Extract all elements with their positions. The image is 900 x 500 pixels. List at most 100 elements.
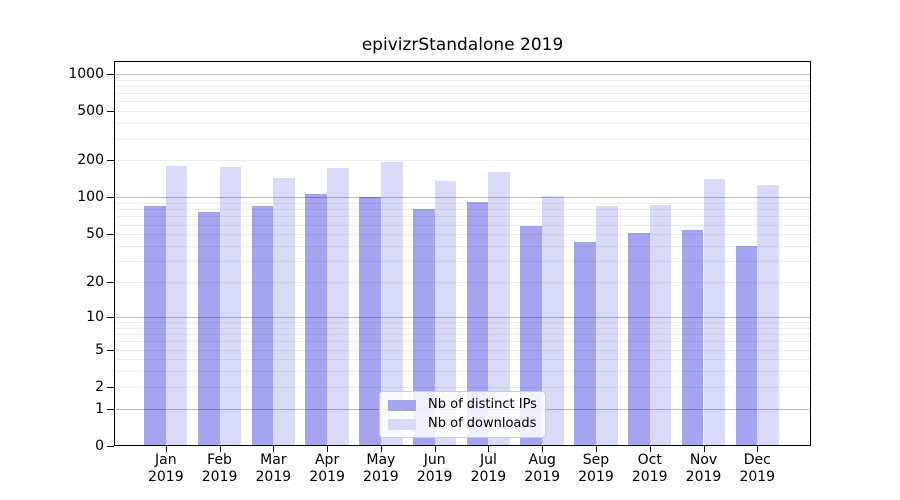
bar-distinct-ips [144,206,166,445]
y-tick-label: 1000 [68,66,104,82]
y-tick-mark [107,282,114,283]
bar-distinct-ips [520,225,543,445]
bar-distinct-ips [412,208,435,445]
minor-gridline [115,371,810,372]
x-tick-month: Sep [582,452,610,468]
x-tick-month: Dec [743,452,771,468]
legend-item: Nb of downloads [388,417,537,431]
x-tick-month: Oct [637,452,662,468]
x-tick-mark [596,446,597,452]
minor-gridline [115,209,810,210]
x-tick-label: Mar 2019 [246,452,300,486]
bar-distinct-ips [305,193,328,445]
x-tick-mark [757,446,758,452]
x-tick-label: Jun 2019 [408,452,462,486]
x-tick-month: Feb [207,452,232,468]
y-tick-label: 2 [95,379,104,395]
legend: Nb of distinct IPs Nb of downloads [379,391,546,438]
x-tick-mark [327,446,328,452]
minor-gridline [115,246,810,247]
x-tick-mark [381,446,382,452]
minor-gridline [115,80,810,81]
y-tick-label: 20 [86,274,104,290]
bar-downloads [434,181,457,445]
chart-title: epivizrStandalone 2019 [361,35,564,55]
minor-gridline [115,216,810,217]
major-gridline [115,74,810,75]
bar-downloads [165,165,188,445]
x-tick-year: 2019 [416,469,453,485]
minor-gridline [115,123,810,124]
plot-area [114,61,811,446]
x-tick-year: 2019 [147,469,184,485]
x-tick-mark [704,446,705,452]
bar-downloads [595,206,618,445]
x-tick-mark [166,446,167,452]
major-gridline [115,317,810,318]
x-tick-label: Feb 2019 [193,452,247,486]
x-tick-month: May [366,452,396,468]
legend-label: Nb of distinct IPs [428,397,537,412]
y-tick-mark [107,197,114,198]
x-tick-year: 2019 [255,469,292,485]
x-tick-year: 2019 [363,469,399,485]
x-tick-year: 2019 [201,469,238,485]
x-tick-year: 2019 [739,469,776,485]
bars-layer [115,62,810,445]
y-tick-label: 0 [95,438,104,454]
bar-downloads [380,161,403,445]
minor-gridline [115,322,810,323]
y-tick-mark [107,350,114,351]
bar-downloads [649,204,672,445]
y-tick-mark [107,160,114,161]
x-tick-mark [273,446,274,452]
bar-distinct-ips [681,230,704,445]
bar-distinct-ips [466,201,489,445]
x-tick-mark [488,446,489,452]
major-gridline [115,197,810,198]
minor-gridline [115,225,810,226]
x-tick-year: 2019 [470,469,507,485]
x-tick-year: 2019 [309,469,345,485]
x-tick-label: Dec 2019 [730,452,784,486]
minor-gridline [115,203,810,204]
x-tick-mark [220,446,221,452]
minor-gridline [115,350,810,351]
x-tick-label: May 2019 [354,452,408,486]
x-tick-mark [650,446,651,452]
bar-downloads [488,171,511,445]
bar-distinct-ips [197,212,220,445]
y-tick-mark [107,111,114,112]
x-tick-month: Nov [689,452,718,468]
y-tick-mark [107,446,114,447]
grid-layer [115,62,810,445]
legend-label: Nb of downloads [428,416,537,431]
x-tick-label: Sep 2019 [569,452,623,486]
minor-gridline [115,139,810,140]
bar-downloads [273,177,296,445]
bar-downloads [219,166,242,445]
minor-gridline [115,101,810,102]
x-tick-month: Jul [479,452,497,468]
x-tick-mark [542,446,543,452]
legend-swatch-distinct-ips [388,399,416,411]
y-tick-label: 5 [95,342,104,358]
y-tick-label: 10 [86,309,104,325]
bar-distinct-ips [251,206,274,445]
y-tick-mark [107,387,114,388]
x-tick-month: Mar [260,452,287,468]
y-tick-label: 200 [77,152,104,168]
minor-gridline [115,328,810,329]
minor-gridline [115,334,810,335]
minor-gridline [115,341,810,342]
bar-downloads [757,185,779,445]
bar-downloads [542,195,564,445]
y-tick-mark [107,74,114,75]
x-tick-label: Oct 2019 [623,452,677,486]
y-tick-label: 1 [95,401,104,417]
minor-gridline [115,234,810,235]
x-tick-year: 2019 [685,469,722,485]
x-tick-label: Nov 2019 [677,452,731,486]
